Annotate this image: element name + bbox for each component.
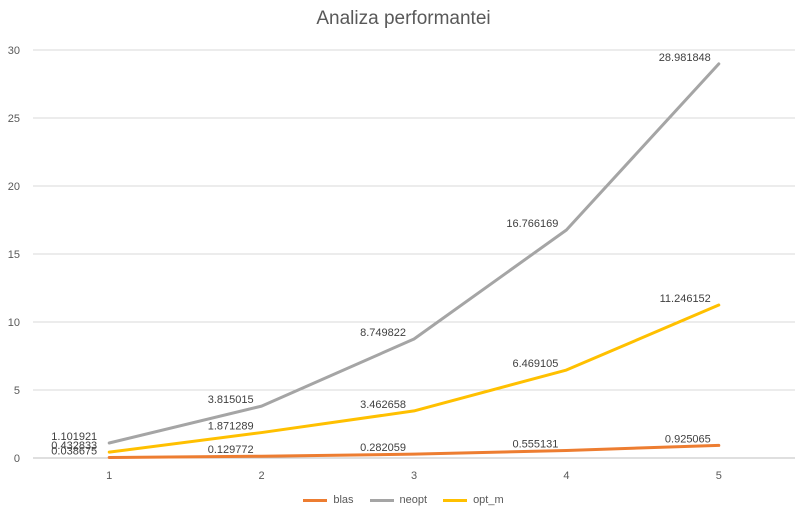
data-label-opt_m: 0.432833: [51, 440, 97, 452]
y-tick-label: 15: [8, 249, 20, 261]
legend-swatch: [443, 498, 468, 502]
y-tick-label: 10: [8, 317, 20, 329]
x-axis-ticks: 1 2 3 4 5: [106, 470, 722, 482]
y-tick-label: 5: [14, 385, 20, 397]
x-tick-label: 4: [563, 470, 569, 482]
y-tick-label: 25: [8, 113, 20, 125]
data-label-opt_m: 3.462658: [360, 399, 406, 411]
legend-swatch: [369, 498, 394, 502]
data-label-neopt: 8.749822: [360, 327, 406, 339]
data-label-opt_m: 6.469105: [513, 358, 559, 370]
x-tick-label: 5: [716, 470, 722, 482]
series-lines: [107, 62, 721, 459]
data-label-blas: 0.282059: [360, 442, 406, 454]
legend-item-opt_m: opt_m: [443, 494, 504, 506]
data-label-neopt: 3.815015: [208, 394, 254, 406]
y-tick-label: 0: [14, 453, 20, 465]
data-labels: 0.038675 0.129772 0.282059 0.555131 0.925065…: [51, 52, 710, 458]
x-tick-label: 3: [411, 470, 417, 482]
data-label-blas: 0.038675: [51, 445, 97, 457]
legend-item-blas: blas: [303, 494, 354, 506]
data-label-neopt: 1.101921: [51, 431, 97, 443]
data-label-opt_m: 11.246152: [660, 293, 711, 305]
y-tick-label: 20: [8, 181, 20, 193]
data-label-blas: 0.555131: [513, 438, 559, 450]
legend-label: blas: [333, 494, 354, 506]
series-line-opt_m: [107, 303, 721, 454]
legend-label: opt_m: [473, 494, 504, 506]
data-label-neopt: 16.766169: [506, 218, 558, 230]
chart-title: Analiza performantei: [316, 8, 491, 29]
series-line-blas: [107, 443, 721, 459]
x-tick-label: 2: [259, 470, 265, 482]
y-axis-ticks: 0 5 10 15 20 25 30: [8, 45, 20, 465]
y-tick-label: 30: [8, 45, 20, 57]
data-label-neopt: 28.981848: [659, 52, 711, 64]
series-line-neopt: [107, 62, 721, 445]
legend-swatch: [303, 498, 328, 502]
legend: blas neopt opt_m: [0, 494, 807, 506]
x-tick-label: 1: [106, 470, 112, 482]
gridlines: [33, 49, 795, 459]
data-label-blas: 0.129772: [208, 444, 254, 456]
legend-item-neopt: neopt: [369, 494, 428, 506]
data-label-blas: 0.925065: [665, 433, 711, 445]
data-label-opt_m: 1.871289: [208, 421, 254, 433]
legend-label: neopt: [399, 494, 428, 506]
